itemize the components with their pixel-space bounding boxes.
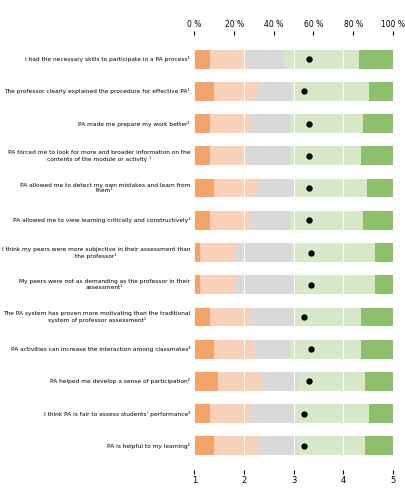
Bar bbox=[194, 146, 210, 165]
Bar bbox=[194, 308, 210, 326]
Bar bbox=[194, 436, 214, 455]
Bar bbox=[214, 436, 258, 455]
Bar bbox=[200, 243, 236, 262]
Bar bbox=[210, 50, 244, 68]
Bar bbox=[236, 276, 296, 294]
Bar bbox=[361, 340, 393, 358]
Bar bbox=[363, 211, 393, 230]
Bar bbox=[258, 178, 294, 198]
Bar bbox=[375, 276, 393, 294]
Bar bbox=[290, 211, 363, 230]
Bar bbox=[214, 340, 254, 358]
Bar bbox=[258, 82, 292, 100]
Bar bbox=[250, 114, 290, 133]
Bar bbox=[284, 50, 359, 68]
Bar bbox=[244, 50, 284, 68]
Bar bbox=[210, 404, 250, 423]
Bar bbox=[294, 178, 367, 198]
Bar bbox=[210, 146, 246, 165]
Bar bbox=[262, 372, 298, 390]
Bar bbox=[361, 308, 393, 326]
Bar bbox=[292, 82, 369, 100]
Bar bbox=[250, 308, 294, 326]
Bar bbox=[214, 82, 258, 100]
Bar bbox=[210, 308, 250, 326]
Bar bbox=[194, 340, 214, 358]
Bar bbox=[359, 50, 393, 68]
Bar bbox=[214, 178, 258, 198]
Bar bbox=[365, 372, 393, 390]
Bar bbox=[292, 243, 375, 262]
Bar bbox=[194, 276, 200, 294]
Bar bbox=[369, 82, 393, 100]
Bar bbox=[367, 178, 393, 198]
Bar bbox=[210, 211, 250, 230]
Bar bbox=[375, 243, 393, 262]
Bar bbox=[298, 372, 365, 390]
Bar bbox=[298, 436, 365, 455]
Bar bbox=[290, 146, 361, 165]
Bar bbox=[361, 146, 393, 165]
Bar bbox=[365, 436, 393, 455]
Bar bbox=[290, 340, 361, 358]
Bar bbox=[210, 114, 250, 133]
Bar bbox=[250, 404, 294, 423]
Bar bbox=[290, 114, 363, 133]
Bar bbox=[194, 404, 210, 423]
Bar bbox=[294, 308, 361, 326]
Bar bbox=[194, 178, 214, 198]
Bar bbox=[200, 276, 236, 294]
Bar bbox=[254, 340, 290, 358]
Bar bbox=[296, 276, 375, 294]
Bar bbox=[194, 211, 210, 230]
Bar bbox=[294, 404, 369, 423]
Bar bbox=[194, 50, 210, 68]
Bar bbox=[194, 243, 200, 262]
Bar bbox=[218, 372, 262, 390]
Bar bbox=[194, 114, 210, 133]
Bar bbox=[363, 114, 393, 133]
Bar bbox=[236, 243, 292, 262]
Bar bbox=[194, 372, 218, 390]
Bar bbox=[246, 146, 290, 165]
Bar bbox=[194, 82, 214, 100]
Bar bbox=[369, 404, 393, 423]
Bar bbox=[258, 436, 298, 455]
Bar bbox=[250, 211, 290, 230]
